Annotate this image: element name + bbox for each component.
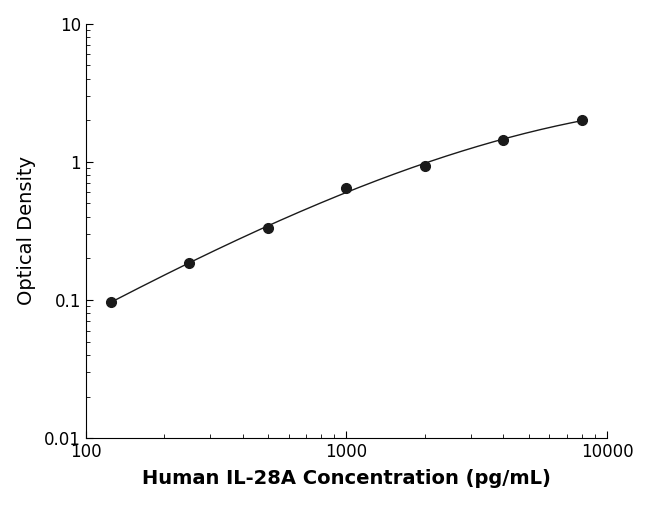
X-axis label: Human IL-28A Concentration (pg/mL): Human IL-28A Concentration (pg/mL) — [142, 469, 551, 488]
Y-axis label: Optical Density: Optical Density — [17, 157, 36, 306]
